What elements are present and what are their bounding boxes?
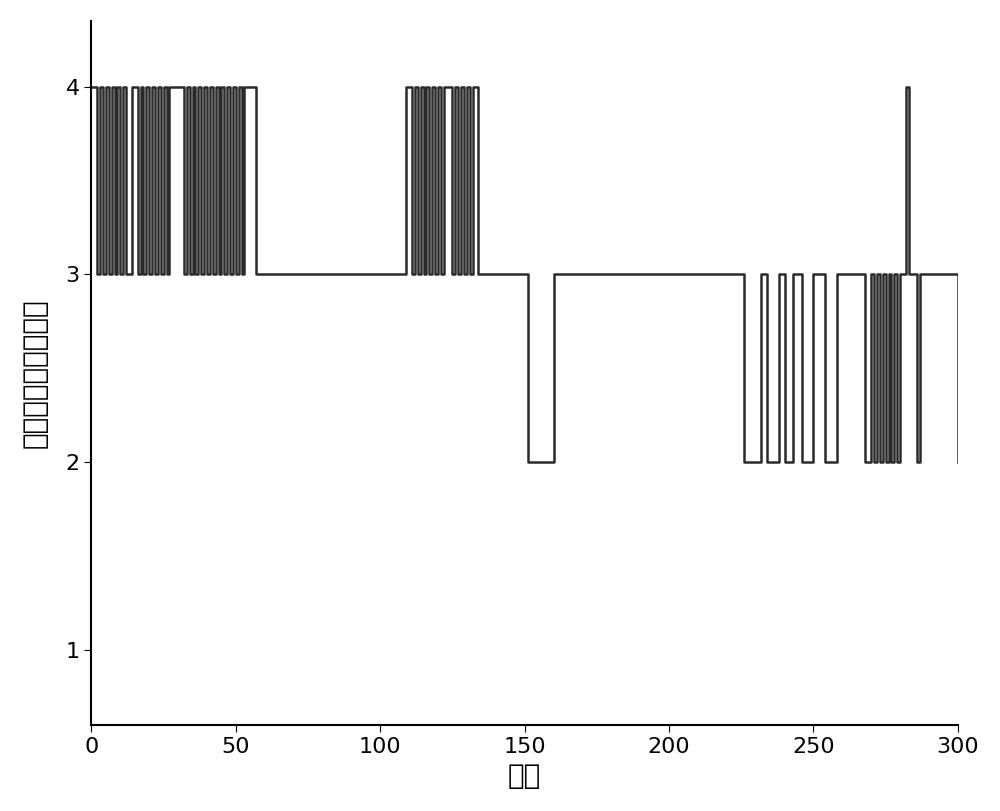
- Y-axis label: 盾构机掘进状态等级: 盾构机掘进状态等级: [21, 298, 49, 448]
- X-axis label: 环数: 环数: [508, 762, 541, 790]
